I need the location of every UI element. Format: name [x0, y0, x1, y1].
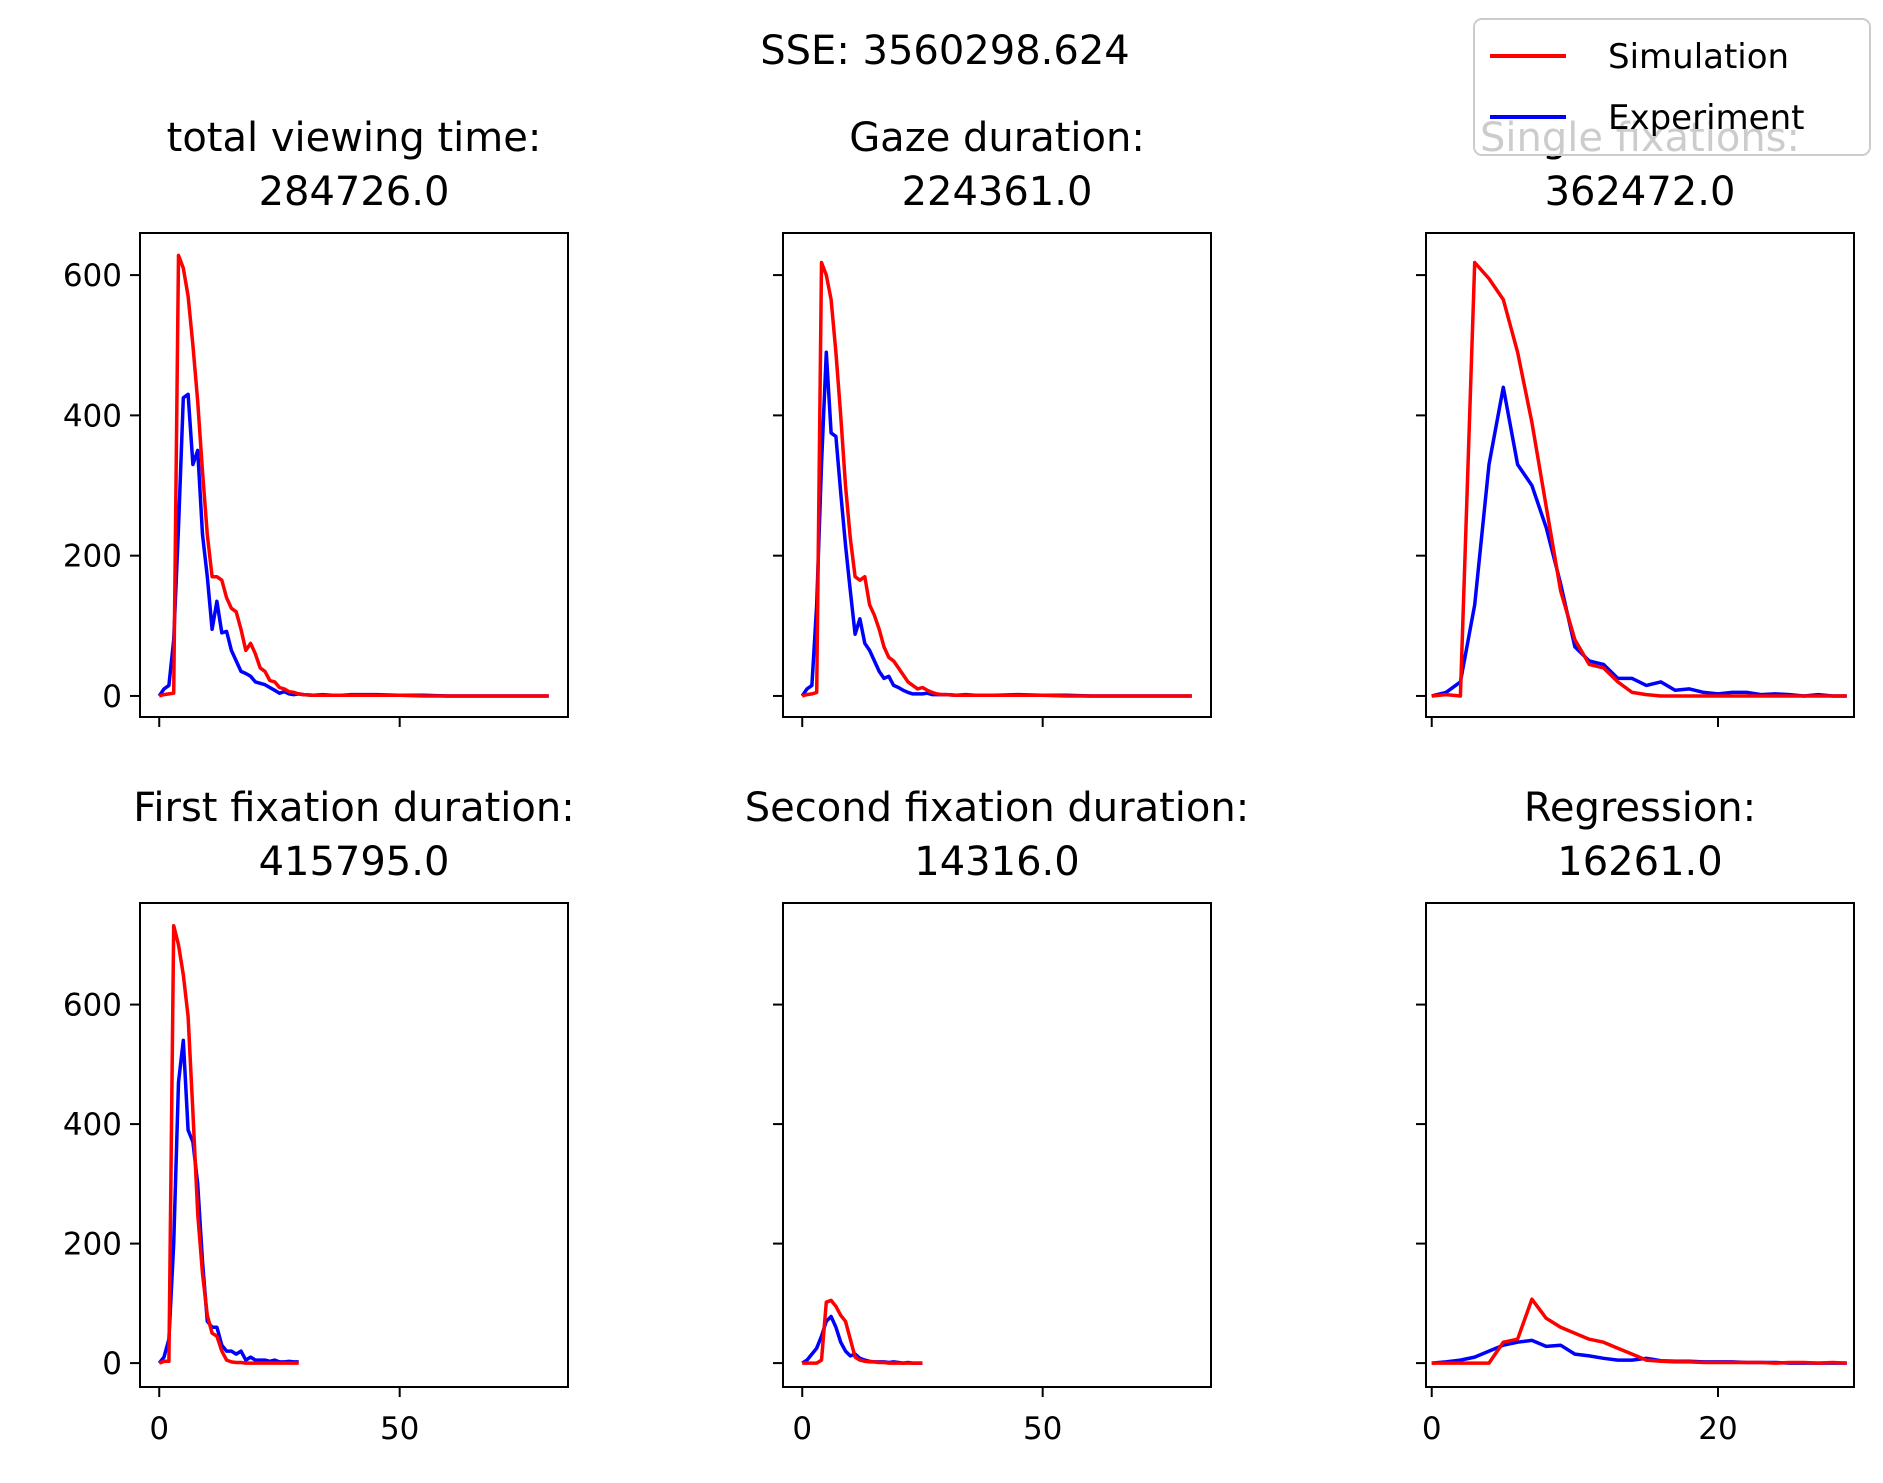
subplot-title-value: 415795.0 [259, 839, 450, 885]
subplot-title: Second fixation duration: [745, 785, 1249, 831]
subplot-2: Gaze duration: 224361.0 [773, 115, 1212, 727]
y-tick-label: 200 [63, 1227, 122, 1263]
figure-suptitle: SSE: 3560298.624 [760, 28, 1129, 74]
y-tick-label: 600 [63, 988, 122, 1024]
subplot-title: total viewing time: [167, 115, 542, 161]
legend-frame [1473, 18, 1871, 156]
subplot-1: total viewing time: 284726.0 0 200 400 600 [63, 115, 569, 727]
axes-frame [1425, 232, 1855, 718]
subplot-title-value: 16261.0 [1557, 839, 1722, 885]
legend: Simulation Experiment [1473, 18, 1871, 156]
subplot-title-value: 14316.0 [914, 839, 1079, 885]
subplot-title-value: 362472.0 [1545, 169, 1736, 215]
series-line-simulation [158, 253, 549, 698]
subplot-5: Second fixation duration: 14316.0 0 50 [745, 785, 1249, 1447]
y-tick-label: 600 [63, 258, 122, 294]
series-line-experiment [1431, 385, 1847, 698]
x-tick-label: 50 [1023, 1411, 1062, 1447]
subplot-title-value: 284726.0 [259, 169, 450, 215]
subplot-title: Regression: [1524, 785, 1756, 831]
series-line-simulation [801, 260, 1192, 698]
axes-frame [782, 902, 1212, 1388]
axes-frame [1425, 902, 1855, 1388]
y-tick-label: 400 [63, 398, 122, 434]
x-tick-label: 0 [149, 1411, 169, 1447]
y-tick-label: 200 [63, 539, 122, 575]
y-tick-label: 0 [102, 679, 122, 715]
series-line-simulation [802, 1298, 923, 1365]
x-tick-label: 50 [380, 1411, 419, 1447]
legend-simulation-label: Simulation [1608, 37, 1789, 77]
subplot-title: Gaze duration: [849, 115, 1145, 161]
subplot-title-value: 224361.0 [902, 169, 1093, 215]
legend-experiment-label: Experiment [1608, 98, 1804, 138]
subplot-6: Regression: 16261.0 0 20 [1416, 785, 1855, 1447]
axes-frame [782, 232, 1212, 718]
y-tick-label: 400 [63, 1107, 122, 1143]
x-tick-label: 0 [792, 1411, 812, 1447]
subplot-grid: total viewing time:284726.00200400600Gaz… [63, 115, 1855, 1447]
x-tick-label: 0 [1422, 1411, 1442, 1447]
series-line-simulation [1431, 1297, 1847, 1365]
series-line-experiment [157, 1038, 299, 1365]
subplot-4: First fixation duration: 415795.0 0 200 400 6… [63, 785, 575, 1447]
y-tick-label: 0 [102, 1346, 122, 1382]
x-tick-label: 20 [1698, 1411, 1737, 1447]
series-line-simulation [1431, 260, 1847, 698]
series-line-simulation [158, 923, 299, 1365]
axes-frame [139, 232, 569, 718]
axes-frame [139, 902, 569, 1388]
subplot-title: First fixation duration: [133, 785, 574, 831]
